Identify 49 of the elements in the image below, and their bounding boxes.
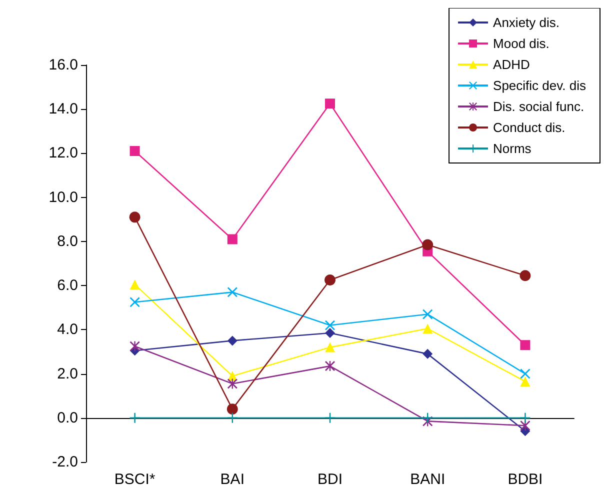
point	[520, 270, 531, 282]
point	[520, 376, 530, 386]
point	[422, 239, 434, 250]
point	[130, 341, 140, 352]
legend-label: ADHD	[493, 57, 530, 72]
x-tick-label: BSCI*	[114, 471, 156, 488]
point	[520, 420, 530, 431]
point	[325, 361, 335, 372]
point	[520, 412, 530, 423]
point	[227, 287, 238, 298]
x-tick-label: BANI	[410, 471, 446, 488]
y-tick-label: -2.0	[52, 454, 78, 470]
y-tick-label: 0.0	[57, 409, 78, 426]
y-tick-label: 8.0	[57, 232, 78, 250]
x-tick-label: BAI	[220, 471, 244, 488]
point	[325, 320, 335, 330]
x-tick-label: BDI	[317, 471, 343, 488]
point	[325, 328, 335, 338]
legend-label: Conduct dis.	[493, 120, 566, 135]
legend-label: Dis. social func.	[493, 99, 584, 114]
y-tick-label: 2.0	[57, 365, 78, 382]
legend-label: Specific dev. dis	[493, 78, 586, 93]
point	[422, 324, 433, 334]
y-tick-label: 16.0	[48, 56, 78, 74]
point	[422, 348, 433, 359]
point	[130, 412, 140, 423]
y-tick-label: 14.0	[48, 100, 78, 118]
point	[227, 234, 238, 244]
point	[520, 368, 530, 379]
point	[129, 212, 140, 223]
point	[226, 404, 238, 415]
legend-label: Mood dis.	[493, 36, 550, 51]
point	[520, 340, 530, 350]
y-tick-label: 10.0	[48, 188, 78, 206]
point	[325, 342, 335, 352]
y-tick-label: 12.0	[48, 144, 78, 162]
y-tick-label: 6.0	[57, 277, 78, 294]
legend-label: Anxiety dis.	[493, 15, 560, 30]
point	[324, 274, 336, 286]
point	[325, 98, 335, 109]
point	[227, 378, 238, 389]
point	[227, 336, 238, 346]
y-tick-label: 4.0	[57, 321, 78, 338]
point	[130, 297, 140, 308]
legend-label: Norms	[493, 141, 532, 156]
x-tick-label: BDBI	[508, 471, 543, 488]
point	[130, 146, 140, 156]
point	[130, 279, 140, 290]
point	[422, 309, 433, 320]
